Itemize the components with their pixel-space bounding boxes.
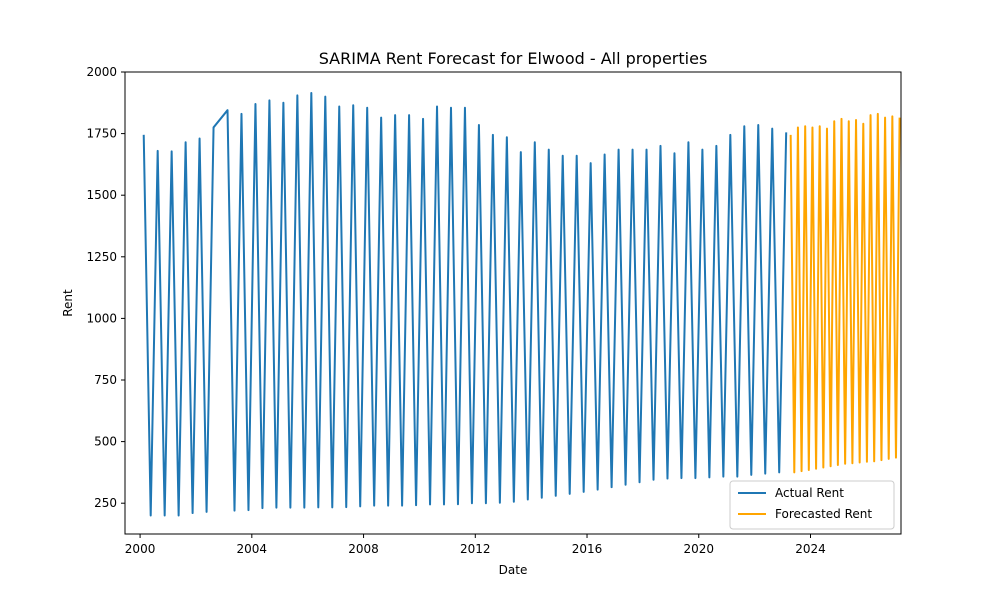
x-tick-label: 2008 <box>348 542 379 556</box>
y-tick-label: 1250 <box>86 250 117 264</box>
y-tick-label: 1500 <box>86 188 117 202</box>
x-tick-label: 2020 <box>683 542 714 556</box>
x-axis-label: Date <box>499 563 528 577</box>
y-tick-label: 2000 <box>86 65 117 79</box>
y-axis-label: Rent <box>61 289 75 317</box>
x-tick-label: 2024 <box>795 542 826 556</box>
x-tick-label: 2004 <box>237 542 268 556</box>
x-tick-label: 2016 <box>572 542 603 556</box>
plot-frame <box>124 71 902 535</box>
series-line-forecasted-rent <box>789 112 901 474</box>
x-tick-label: 2012 <box>460 542 491 556</box>
legend-label-forecasted-rent: Forecasted Rent <box>775 507 872 521</box>
legend-label-actual-rent: Actual Rent <box>775 486 844 500</box>
y-tick-label: 1750 <box>86 127 117 141</box>
legend-box <box>729 480 895 530</box>
series-line-actual-rent <box>142 91 788 517</box>
y-tick-label: 250 <box>94 496 117 510</box>
chart-title: SARIMA Rent Forecast for Elwood - All pr… <box>319 49 708 68</box>
y-tick-label: 500 <box>94 435 117 449</box>
y-tick-label: 1000 <box>86 311 117 325</box>
x-tick-label: 2000 <box>125 542 156 556</box>
y-tick-label: 750 <box>94 373 117 387</box>
legend: Actual Rent Forecasted Rent <box>729 480 895 530</box>
